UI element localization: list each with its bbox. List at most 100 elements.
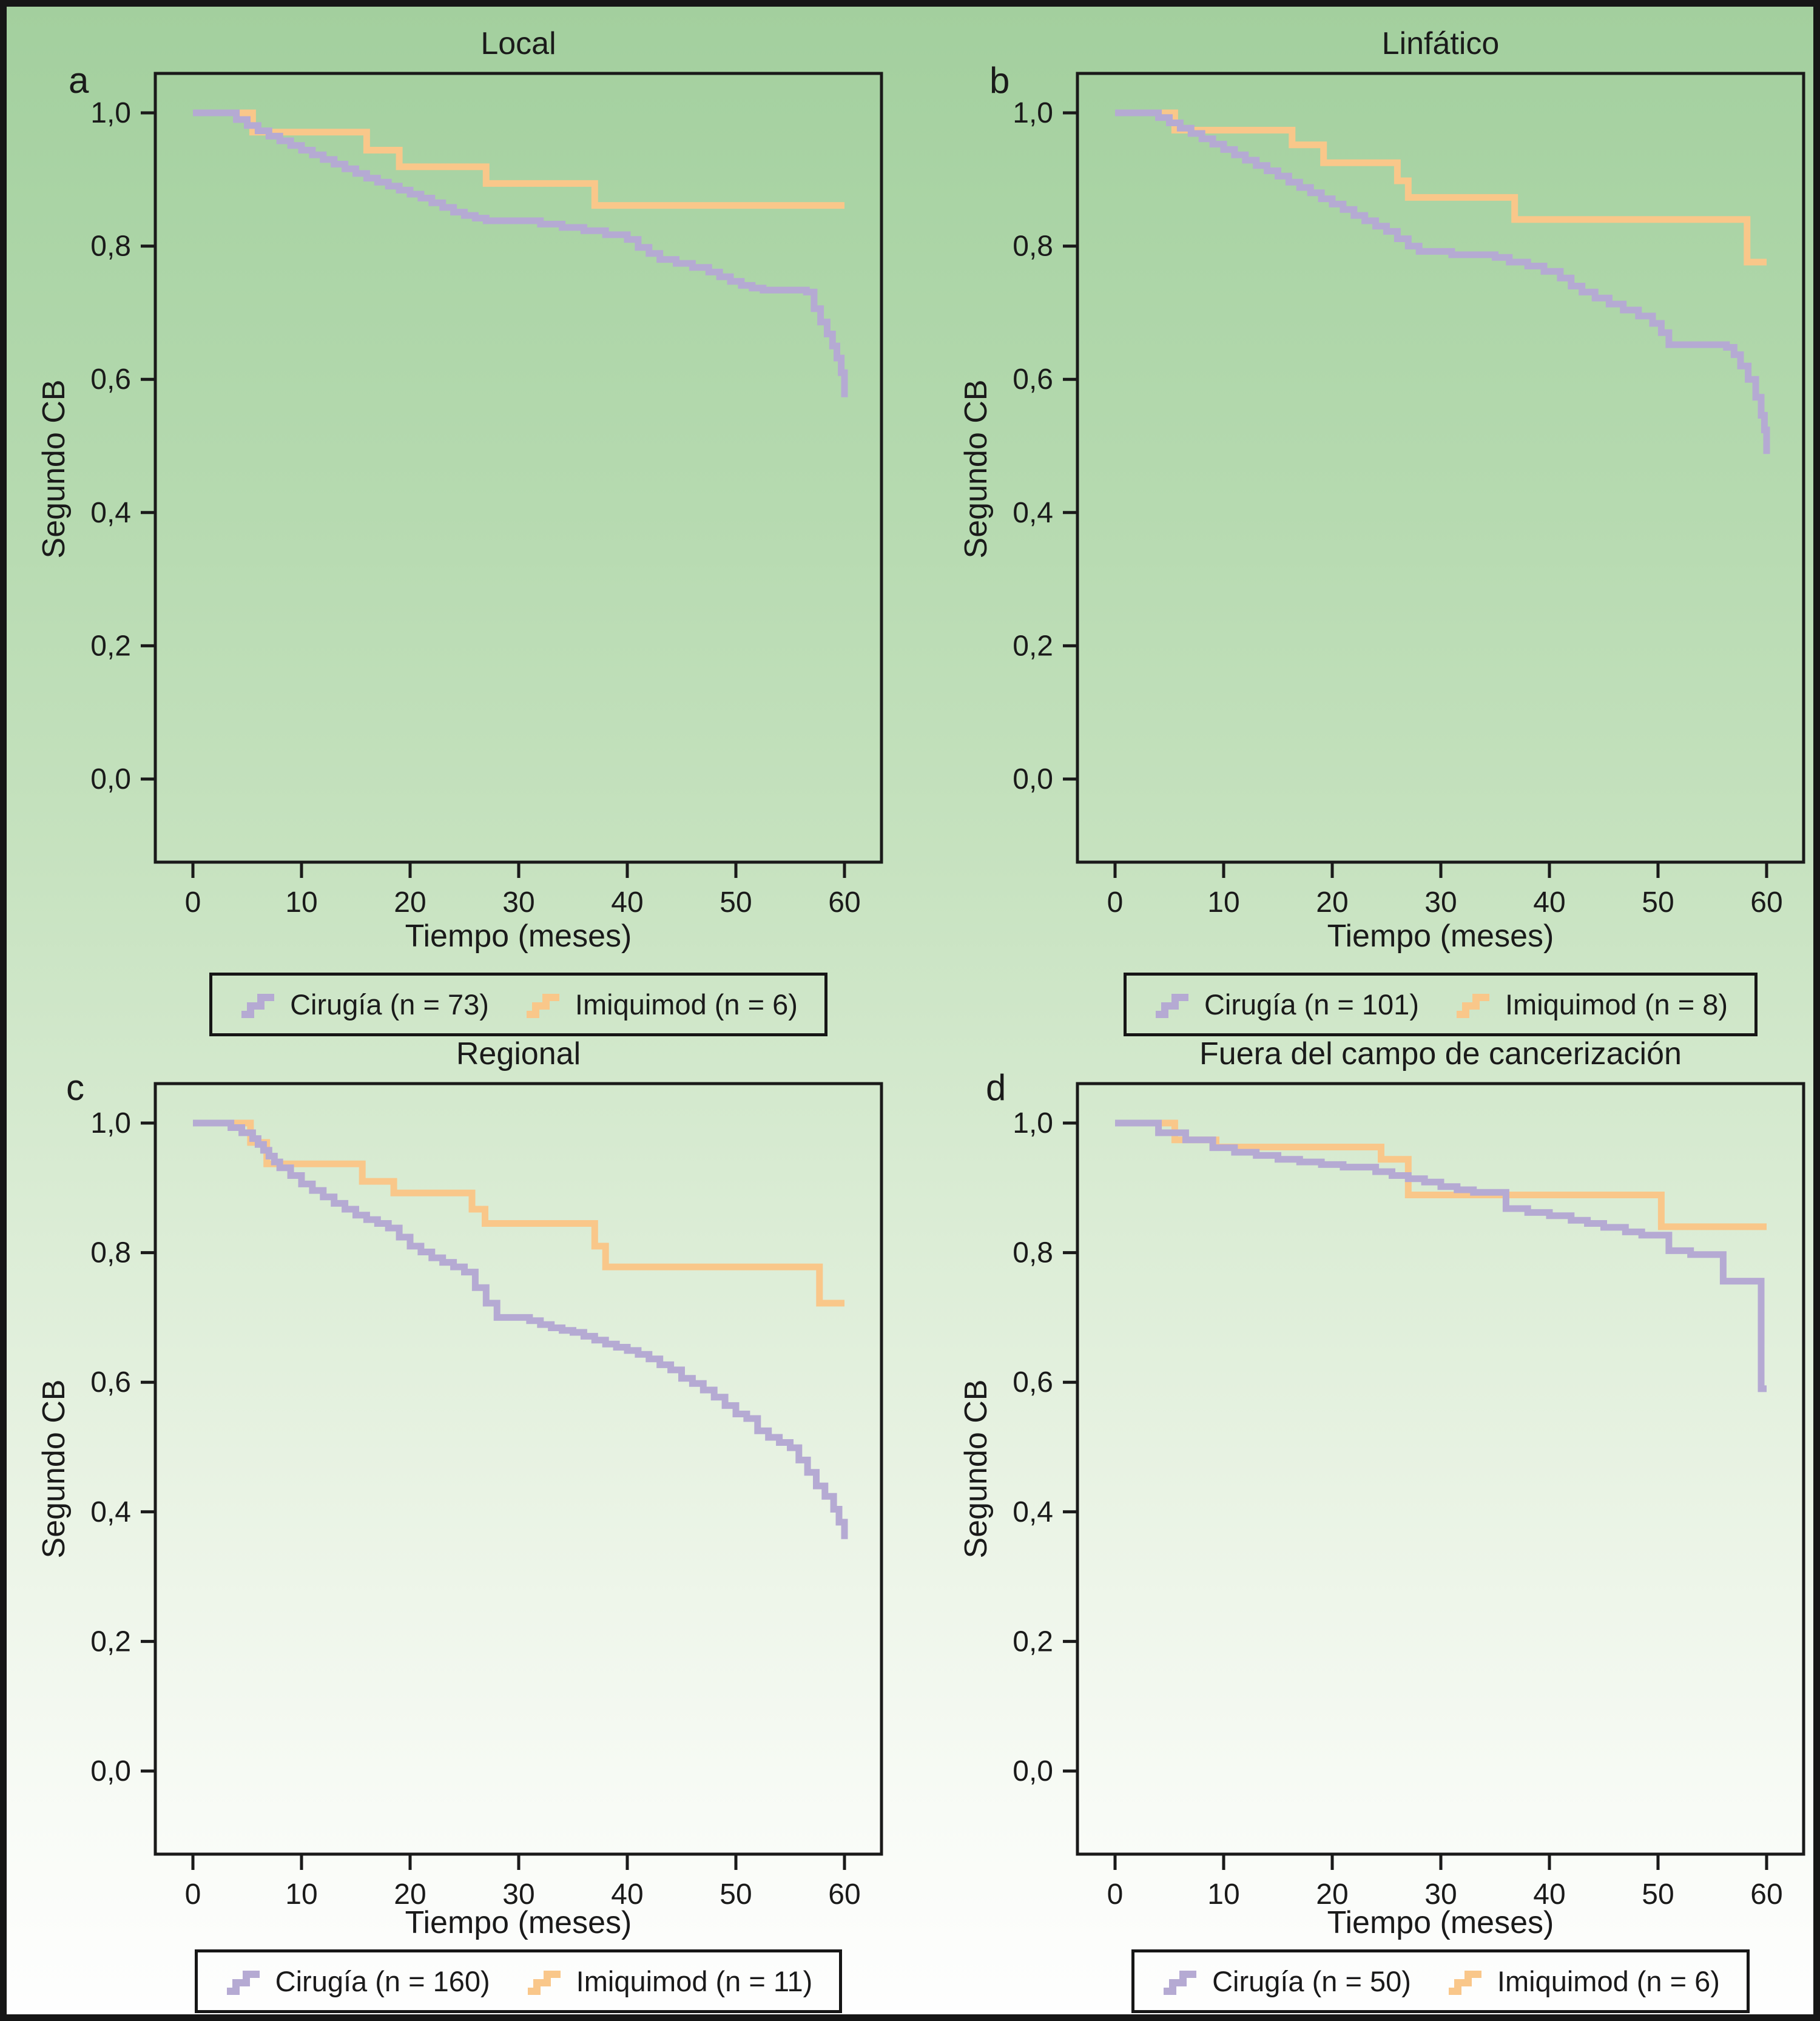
curve-imiquimod xyxy=(193,1119,844,1307)
panel-c-letter: c xyxy=(66,1067,84,1108)
panel-d-xaxis-label: Tiempo (meses) xyxy=(1327,1905,1554,1940)
x-tick-label: 20 xyxy=(394,1878,426,1911)
y-tick-label: 0,4 xyxy=(90,497,131,529)
panel-a-legend: Cirugía (n = 73) Imiquimod (n = 6) xyxy=(155,973,881,1036)
x-tick-label: 40 xyxy=(611,1878,643,1911)
x-tick-label: 60 xyxy=(828,886,860,919)
plot-box xyxy=(1076,1082,1805,1856)
y-tick-label: 0,6 xyxy=(90,363,131,396)
panel-d-letter: d xyxy=(986,1067,1006,1108)
legend-item-cirugia: Cirugía (n = 160) xyxy=(224,1965,490,1998)
x-tick-label: 20 xyxy=(1316,886,1348,919)
x-tick-label: 40 xyxy=(1533,1878,1565,1911)
x-tick-label: 50 xyxy=(1642,1878,1674,1911)
curve-imiquimod xyxy=(193,109,844,209)
y-tick-label: 0,2 xyxy=(90,1625,131,1658)
panel-b-xaxis-label: Tiempo (meses) xyxy=(1327,919,1554,954)
y-tick-label: 0,2 xyxy=(90,630,131,662)
y-tick-label: 0,6 xyxy=(90,1366,131,1399)
step-line-icon xyxy=(1456,993,1489,1018)
legend-item-cirugia: Cirugía (n = 50) xyxy=(1161,1965,1411,1998)
plot-box xyxy=(153,1082,883,1856)
curve-cirugia xyxy=(193,1119,848,1539)
step-line-icon xyxy=(1164,1970,1197,1995)
legend-item-cirugia: Cirugía (n = 73) xyxy=(239,988,489,1021)
step-line-icon xyxy=(527,1970,561,1995)
x-tick-label: 40 xyxy=(611,886,643,919)
panel-a-letter: a xyxy=(69,60,89,101)
panel-a-legend-box: Cirugía (n = 73) Imiquimod (n = 6) xyxy=(209,973,827,1036)
x-tick-label: 50 xyxy=(1642,886,1674,919)
x-tick-label: 30 xyxy=(1424,1878,1457,1911)
panel-d-title: Fuera del campo de cancerización xyxy=(1199,1036,1682,1071)
x-tick-label: 60 xyxy=(1750,886,1782,919)
y-tick-label: 0,6 xyxy=(1013,1366,1053,1399)
y-tick-label: 0,2 xyxy=(1013,630,1053,662)
y-tick-label: 0,8 xyxy=(90,1237,131,1269)
x-tick-label: 50 xyxy=(720,1878,752,1911)
panel-c-legend-box: Cirugía (n = 160) Imiquimod (n = 11) xyxy=(194,1949,843,2013)
legend-item-imiquimod: Imiquimod (n = 8) xyxy=(1454,988,1728,1021)
x-tick-label: 50 xyxy=(720,886,752,919)
curve-imiquimod xyxy=(1115,109,1767,266)
legend-item-imiquimod: Imiquimod (n = 6) xyxy=(524,988,798,1021)
panel-c-title: Regional xyxy=(456,1036,581,1071)
x-tick-label: 10 xyxy=(285,886,317,919)
curve-cirugia xyxy=(193,109,848,397)
y-tick-label: 0,4 xyxy=(90,1496,131,1528)
curve-cirugia xyxy=(1115,1119,1767,1392)
legend-label: Imiquimod (n = 6) xyxy=(1497,1965,1720,1997)
legend-label: Imiquimod (n = 6) xyxy=(575,988,798,1021)
x-tick-label: 40 xyxy=(1533,886,1565,919)
y-tick-label: 0,0 xyxy=(1013,1755,1053,1787)
legend-item-cirugia: Cirugía (n = 101) xyxy=(1153,988,1419,1021)
step-line-icon xyxy=(1448,1970,1481,1995)
legend-label: Cirugía (n = 160) xyxy=(275,1965,490,1997)
panel-a-xaxis-label: Tiempo (meses) xyxy=(405,919,632,954)
x-tick-label: 0 xyxy=(1107,1878,1124,1911)
legend-item-imiquimod: Imiquimod (n = 11) xyxy=(525,1965,813,1998)
y-tick-label: 0,4 xyxy=(1013,1496,1053,1528)
step-line-icon xyxy=(526,993,559,1018)
panel-d-plot: 1,0 0,8 0,6 0,4 0,2 0,0 0 10 20 30 40 50 60 xyxy=(1013,1082,1805,1911)
y-tick-label: 0,2 xyxy=(1013,1625,1053,1658)
x-tick-label: 30 xyxy=(502,1878,534,1911)
step-line-icon xyxy=(241,993,275,1018)
panel-b-legend: Cirugía (n = 101) Imiquimod (n = 8) xyxy=(1077,973,1804,1036)
x-tick-label: 0 xyxy=(1107,886,1124,919)
curve-cirugia xyxy=(1115,109,1770,454)
plot-box xyxy=(153,72,883,864)
legend-label: Cirugía (n = 73) xyxy=(290,988,489,1021)
x-tick-label: 10 xyxy=(1207,886,1239,919)
y-tick-label: 1,0 xyxy=(90,1107,131,1139)
y-tick-label: 1,0 xyxy=(1013,1107,1053,1139)
legend-item-imiquimod: Imiquimod (n = 6) xyxy=(1446,1965,1720,1998)
panel-b-legend-box: Cirugía (n = 101) Imiquimod (n = 8) xyxy=(1123,973,1758,1036)
y-tick-label: 0,8 xyxy=(1013,231,1053,263)
panel-d-legend: Cirugía (n = 50) Imiquimod (n = 6) xyxy=(1077,1949,1804,2013)
step-line-icon xyxy=(226,1970,260,1995)
y-tick-label: 0,8 xyxy=(1013,1237,1053,1269)
panel-b-letter: b xyxy=(989,60,1010,101)
panel-c-plot: 1,0 0,8 0,6 0,4 0,2 0,0 0 10 20 30 40 50 60 xyxy=(90,1082,883,1911)
y-tick-label: 0,0 xyxy=(1013,763,1053,795)
curve-imiquimod xyxy=(1115,1119,1767,1230)
panel-c-legend: Cirugía (n = 160) Imiquimod (n = 11) xyxy=(155,1949,881,2013)
step-line-icon xyxy=(1155,993,1188,1018)
x-tick-label: 20 xyxy=(1316,1878,1348,1911)
y-tick-label: 0,4 xyxy=(1013,497,1053,529)
legend-label: Cirugía (n = 50) xyxy=(1212,1965,1411,1997)
x-tick-label: 30 xyxy=(1424,886,1457,919)
legend-label: Imiquimod (n = 8) xyxy=(1505,988,1728,1021)
x-tick-label: 0 xyxy=(185,1878,201,1911)
x-tick-label: 60 xyxy=(828,1878,860,1911)
panel-b-title: Linfático xyxy=(1381,26,1500,61)
legend-label: Imiquimod (n = 11) xyxy=(576,1965,813,1997)
legend-label: Cirugía (n = 101) xyxy=(1204,988,1419,1021)
y-tick-label: 0,0 xyxy=(90,763,131,795)
y-tick-label: 0,8 xyxy=(90,231,131,263)
y-tick-label: 1,0 xyxy=(90,97,131,129)
panel-a-plot: 1,0 0,8 0,6 0,4 0,2 0,0 0 10 20 30 40 50 60 xyxy=(90,72,883,919)
panel-c-xaxis-label: Tiempo (meses) xyxy=(405,1905,632,1940)
